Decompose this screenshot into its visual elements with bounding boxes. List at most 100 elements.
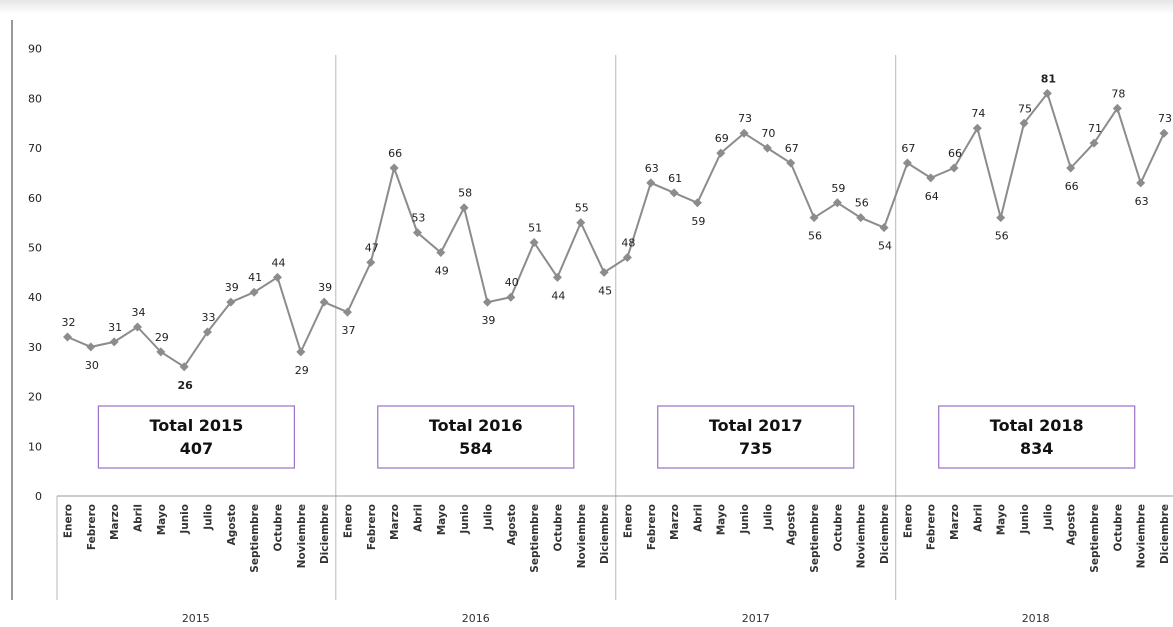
month-tick-label: Mayo [716,504,728,535]
month-tick-label: Septiembre [249,504,261,573]
y-axis-ticks: 0102030405060708090 [28,43,42,503]
data-label: 59 [831,182,845,195]
year-label: 2016 [462,612,490,625]
y-tick-label: 20 [28,391,42,404]
data-label: 34 [131,306,145,319]
total-box-title: Total 2015 [149,416,243,435]
data-label: 66 [1065,180,1079,193]
year-label: 2015 [182,612,210,625]
y-tick-label: 60 [28,192,42,205]
total-box-title: Total 2017 [709,416,803,435]
month-tick-label: Marzo [389,504,401,540]
data-label: 33 [201,311,215,324]
data-label: 53 [411,212,425,225]
month-tick-label: Enero [622,504,634,538]
month-tick-label: Agosto [786,504,798,545]
data-label: 32 [62,316,76,329]
y-tick-label: 10 [28,440,42,453]
data-label: 56 [995,230,1009,243]
data-label: 45 [598,284,612,297]
data-label: 67 [785,142,799,155]
month-tick-label: Marzo [109,504,121,540]
data-point [343,308,352,317]
data-label: 67 [901,142,915,155]
month-tick-label: Mayo [156,504,168,535]
data-point [460,203,469,212]
data-label: 75 [1018,102,1032,115]
month-tick-label: Marzo [949,504,961,540]
data-label: 63 [645,162,659,175]
y-tick-label: 50 [28,242,42,255]
month-tick-label: Enero [63,504,75,538]
data-label: 56 [855,197,869,210]
y-tick-label: 30 [28,341,42,354]
data-point [880,223,889,232]
data-label: 71 [1088,122,1102,135]
month-tick-label: Abril [132,504,144,532]
year-label: 2018 [1022,612,1050,625]
month-tick-label: Noviembre [856,504,868,568]
total-box-value: 584 [459,439,492,458]
month-tick-label: Septiembre [809,504,821,573]
data-point [950,163,959,172]
data-label: 39 [481,314,495,327]
month-tick-label: Febrero [926,504,938,550]
month-tick-label: Mayo [996,504,1008,535]
total-box-value: 834 [1020,439,1053,458]
data-label: 78 [1111,87,1125,100]
month-tick-label: Junio [179,504,191,535]
data-point [366,258,375,267]
data-point [1160,129,1169,138]
year-labels: 2015 2016 2017 2018 [182,612,1050,625]
data-label: 40 [505,276,519,289]
month-tick-label: Febrero [646,504,658,550]
data-label: 30 [85,359,99,372]
data-label: 73 [738,112,752,125]
data-label: 70 [761,127,775,140]
data-point [86,342,95,351]
month-tick-label: Junio [1019,504,1031,535]
month-tick-label: Julio [762,504,774,531]
data-point [693,198,702,207]
data-label: 64 [925,190,939,203]
total-box-title: Total 2018 [990,416,1084,435]
data-label: 39 [225,281,239,294]
data-point [670,188,679,197]
data-point [320,298,329,307]
month-tick-label: Noviembre [296,504,308,568]
data-label: 47 [365,241,379,254]
month-tick-label: Abril [972,504,984,532]
data-label: 49 [435,264,449,277]
y-tick-label: 70 [28,142,42,155]
data-point [506,293,515,302]
month-tick-label: Febrero [366,504,378,550]
month-tick-label: Diciembre [599,504,611,564]
data-point [646,178,655,187]
data-label: 37 [341,324,355,337]
month-tick-label: Febrero [86,504,98,550]
y-tick-label: 80 [28,92,42,105]
month-tick-label: Enero [902,504,914,538]
data-label: 59 [691,215,705,228]
data-label: 81 [1041,72,1056,85]
month-tick-label: Agosto [506,504,518,545]
data-label: 66 [948,147,962,160]
data-label: 56 [808,230,822,243]
data-point [1136,178,1145,187]
month-tick-labels: Enero Febrero Marzo Abril Mayo Junio Julio Agos… [63,504,1172,573]
data-label: 73 [1158,112,1172,125]
data-label: 29 [155,331,169,344]
data-point [390,163,399,172]
data-label: 44 [551,289,565,302]
month-tick-label: Noviembre [576,504,588,568]
y-tick-label: 0 [35,490,42,503]
data-point [973,124,982,133]
y-tick-label: 40 [28,291,42,304]
year-label: 2017 [742,612,770,625]
month-tick-label: Marzo [669,504,681,540]
month-tick-label: Agosto [226,504,238,545]
month-tick-label: Octubre [1112,504,1124,551]
month-tick-label: Julio [1042,504,1054,531]
total-box-value: 735 [739,439,772,458]
